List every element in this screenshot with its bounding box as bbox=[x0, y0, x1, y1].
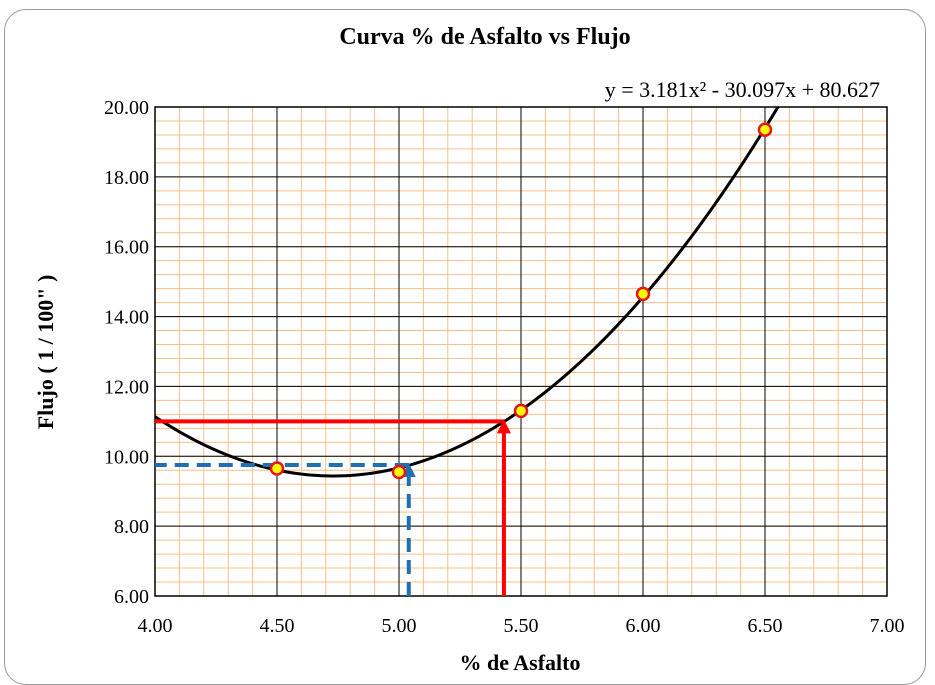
x-tick-label: 5.50 bbox=[504, 615, 539, 637]
data-point bbox=[513, 403, 529, 419]
data-point bbox=[269, 461, 285, 476]
y-tick-label: 20.00 bbox=[104, 97, 149, 119]
chart-title: Curva % de Asfalto vs Flujo bbox=[339, 24, 630, 50]
y-tick-label: 12.00 bbox=[104, 376, 149, 398]
y-tick-label: 14.00 bbox=[104, 307, 149, 329]
y-tick-label: 16.00 bbox=[104, 237, 149, 259]
data-point bbox=[635, 286, 651, 302]
y-tick-label: 18.00 bbox=[104, 167, 149, 189]
x-tick-label: 6.50 bbox=[748, 615, 783, 637]
x-tick-label: 6.00 bbox=[626, 615, 661, 637]
reference-arrowhead-solid bbox=[496, 419, 511, 434]
x-tick-label: 4.00 bbox=[138, 615, 173, 637]
y-tick-label: 8.00 bbox=[114, 516, 149, 538]
y-tick-label: 6.00 bbox=[114, 586, 149, 608]
plot-border bbox=[154, 106, 888, 597]
x-tick-label: 5.00 bbox=[382, 615, 417, 637]
x-tick-label: 7.00 bbox=[870, 615, 905, 637]
x-tick-label: 4.50 bbox=[260, 615, 295, 637]
data-point bbox=[757, 122, 773, 137]
trendline-equation: y = 3.181x² - 30.097x + 80.627 bbox=[605, 77, 880, 102]
plot-area: 4.00 4.50 5.00 5.50 6.00 6.50 7.00 6.00 8.00 10.0… bbox=[104, 97, 905, 637]
y-tick-label: 10.00 bbox=[104, 446, 149, 468]
y-axis-title: Flujo ( 1 / 100" ) bbox=[33, 275, 58, 430]
data-point bbox=[391, 464, 407, 480]
x-axis-title: % de Asfalto bbox=[460, 650, 581, 675]
